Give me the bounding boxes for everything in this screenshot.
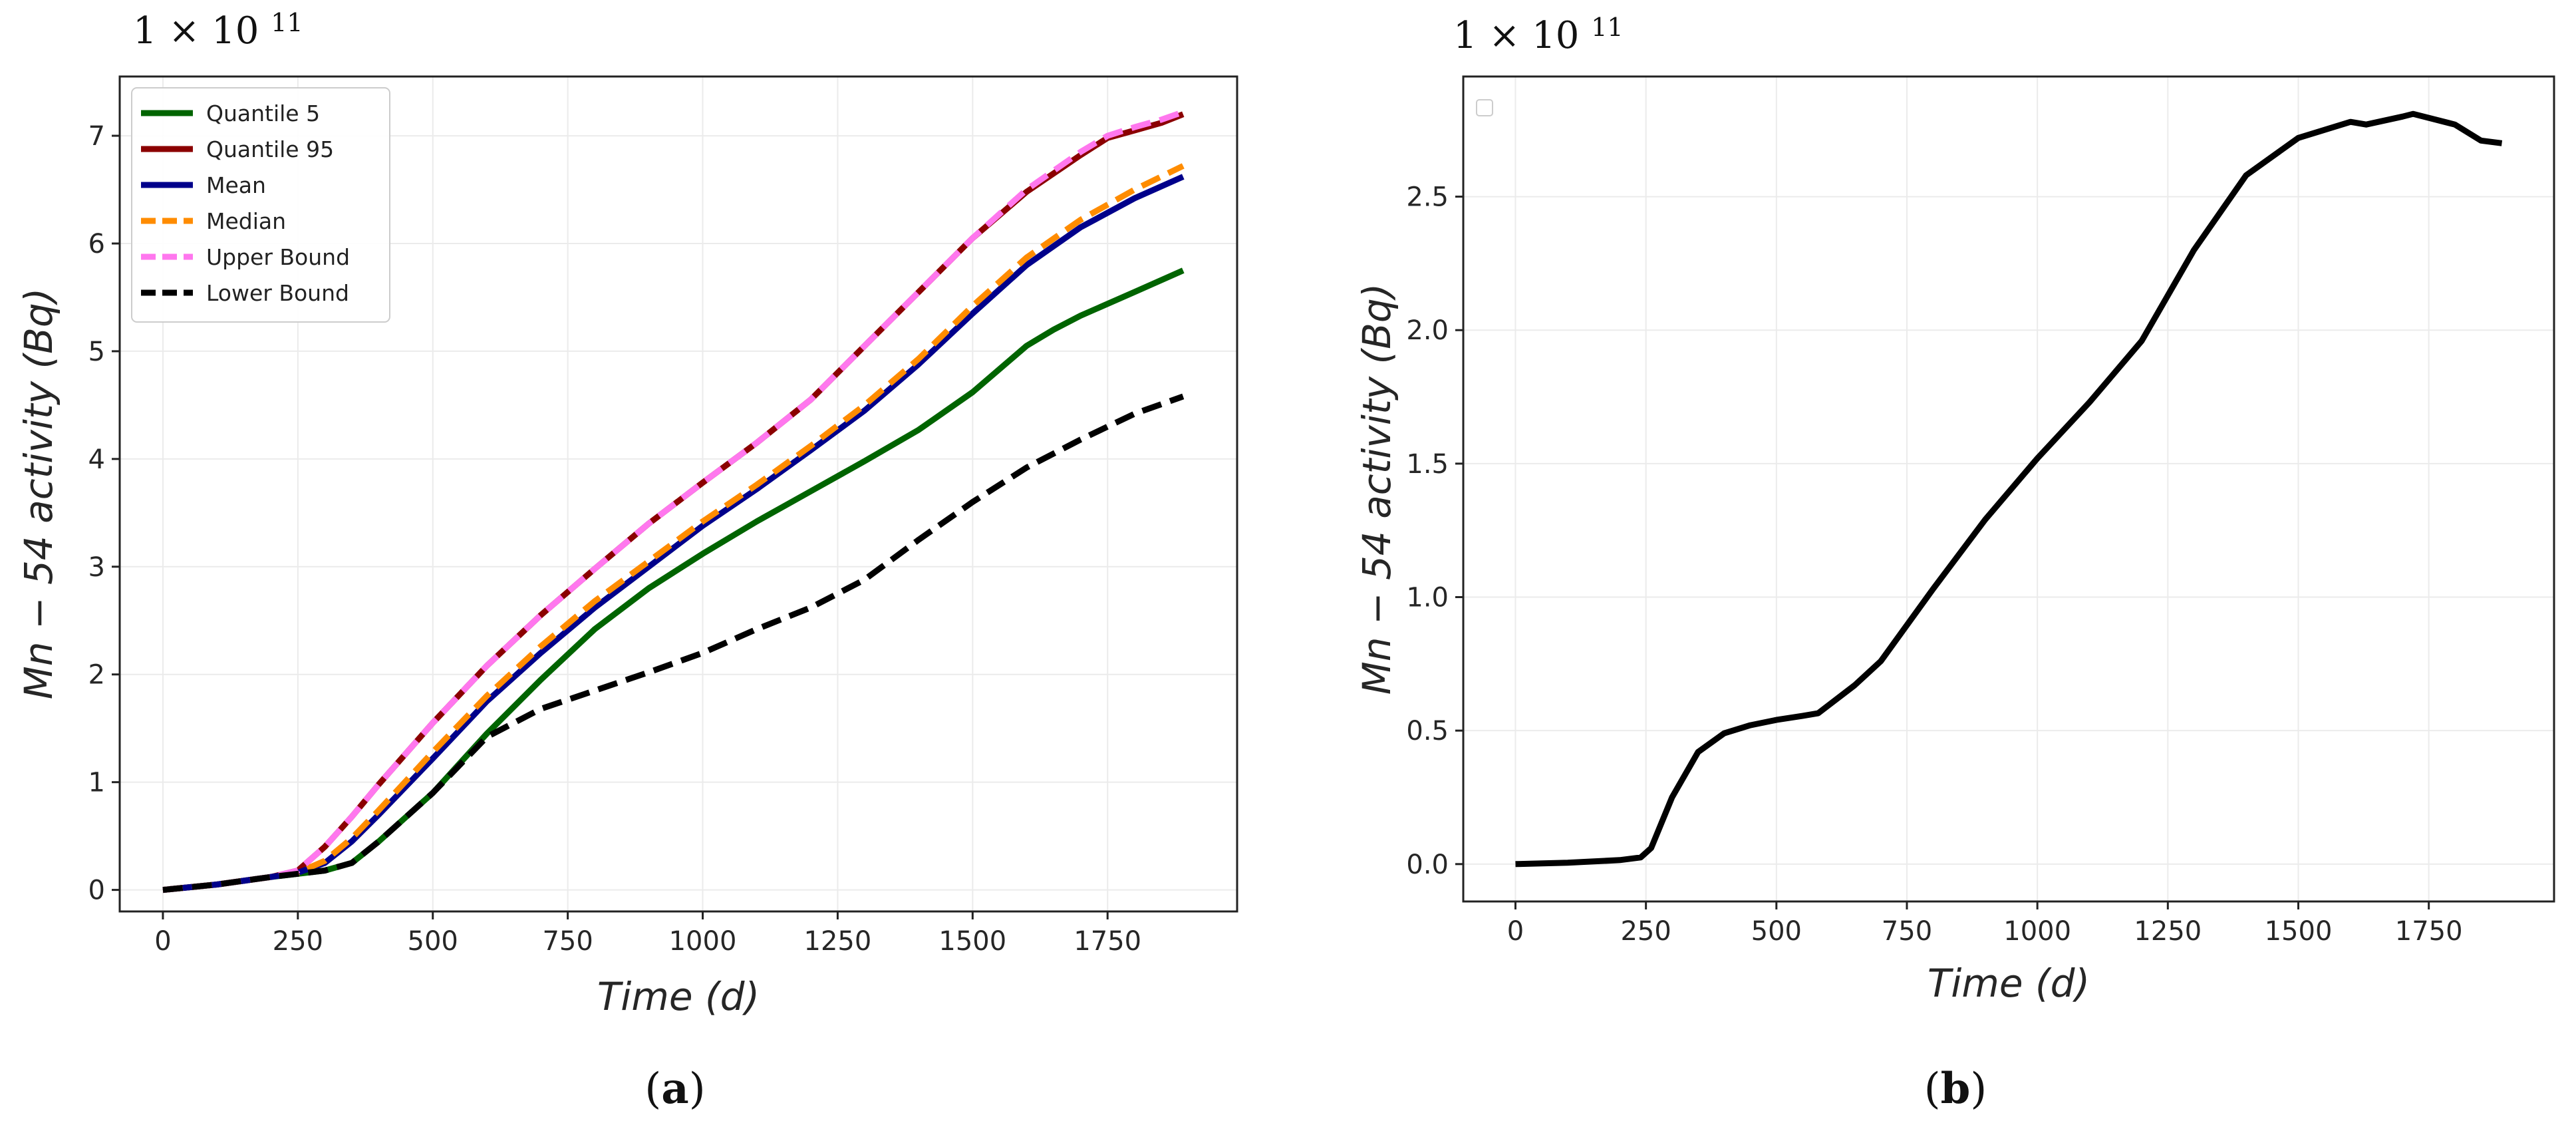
panel-b-caption: (b) (1924, 1064, 1987, 1114)
panel-a-caption-letter: a (661, 1064, 688, 1114)
panel-b-x-tick-label-2: 500 (1751, 916, 1802, 947)
panel-b: 0 250 500 750 1000 1250 1500 1750 0.0 0.5 1.0 1.5 2.… (1354, 13, 2555, 1114)
panel-a-y-tick-label-2: 2 (88, 660, 105, 691)
panel-a-grid (120, 77, 1237, 911)
panel-a-x-tick-label-3: 750 (542, 926, 593, 957)
panel-b-lines (1515, 110, 2503, 868)
panel-a-x-tick-label-6: 1500 (938, 926, 1006, 957)
panel-b-multiplier-exponent: 11 (1591, 13, 1623, 42)
panel-a-series-median-line (162, 163, 1185, 893)
panel-b-y-tick-label-2: 1.0 (1406, 583, 1449, 613)
panel-a-legend-label-2: Mean (206, 172, 266, 198)
panel-b-ticks: 0 250 500 750 1000 1250 1500 1750 0.0 0.5 1.0 1.5 2.… (1406, 182, 2462, 947)
panel-b-caption-letter: b (1941, 1064, 1971, 1114)
panel-b-multiplier-base: 1 × 10 (1453, 14, 1579, 57)
panel-b-y-tick-label-0: 0.0 (1406, 850, 1449, 880)
panel-b-empty-legend-box (1476, 99, 1493, 116)
panel-b-x-tick-label-7: 1750 (2395, 916, 2463, 947)
panel-b-x-tick-label-5: 1250 (2134, 916, 2202, 947)
panel-a-y-tick-label-6: 6 (88, 229, 105, 259)
panel-b-y-tick-label-5: 2.5 (1406, 182, 1449, 213)
panel-a-x-tick-label-5: 1250 (804, 926, 872, 957)
panel-a-x-tick-label-4: 1000 (669, 926, 737, 957)
panel-a-legend-box (131, 87, 390, 323)
panel-b-x-tick-label-1: 250 (1620, 916, 1671, 947)
panel-a-lines (162, 109, 1185, 893)
panel-a-y-axis-label: Mn − 54 activity (Bq) (16, 288, 61, 700)
panel-b-x-tick-label-4: 1000 (2003, 916, 2071, 947)
panel-b-x-tick-label-6: 1500 (2265, 916, 2333, 947)
panel-b-series-line-line (1515, 110, 2503, 868)
panel-a-y-tick-label-3: 3 (88, 552, 105, 583)
panel-a-y-tick-label-5: 5 (88, 337, 105, 367)
panel-a-legend-label-1: Quantile 95 (206, 136, 334, 162)
panel-a-x-tick-label-0: 0 (154, 926, 171, 957)
panel-b-y-tick-label-1: 0.5 (1406, 716, 1449, 746)
panel-a-legend-label-0: Quantile 5 (206, 100, 320, 126)
panel-a-y-tick-label-4: 4 (88, 444, 105, 475)
panel-a-ticks: 0 250 500 750 1000 1250 1500 1750 0 1 2 3 4 5 6 7 (88, 121, 1142, 957)
panel-a-multiplier-exponent: 11 (271, 8, 303, 37)
panel-a-x-tick-label-1: 250 (273, 926, 323, 957)
panel-a-legend-label-5: Lower Bound (206, 280, 349, 306)
panel-a-y-tick-label-1: 1 (88, 768, 105, 798)
panel-a-x-tick-label-2: 500 (408, 926, 458, 957)
panel-a-caption-close: ) (689, 1064, 706, 1114)
panel-a-series-lower-bound-line (162, 393, 1185, 893)
panel-a-multiplier: 1 × 10 11 (133, 8, 303, 53)
panel-b-y-axis-label: Mn − 54 activity (Bq) (1354, 283, 1399, 695)
panel-a-series-quantile-5-line (162, 267, 1185, 893)
panel-b-x-axis-label: Time (d) (1928, 961, 2090, 1006)
panel-a-y-tick-label-0: 0 (88, 876, 105, 906)
panel-a-series-upper-bound-line (162, 109, 1185, 893)
panel-a-x-axis-label: Time (d) (597, 974, 760, 1019)
panel-a: 0 250 500 750 1000 1250 1500 1750 0 1 2 3 4 5 6 7 1 × 1… (16, 8, 1238, 1114)
panel-b-plot-frame (1462, 75, 2555, 903)
panel-a-x-tick-label-7: 1750 (1073, 926, 1141, 957)
panel-b-grid (1463, 77, 2554, 901)
panel-b-x-tick-label-0: 0 (1507, 916, 1524, 947)
panel-b-multiplier: 1 × 10 11 (1453, 13, 1624, 57)
panel-b-y-tick-label-3: 1.5 (1406, 449, 1449, 480)
panel-b-caption-close: ) (1970, 1064, 1987, 1114)
panel-a-plot-frame (118, 75, 1238, 913)
panel-a-multiplier-base: 1 × 10 (133, 9, 259, 53)
panel-a-legend: Quantile 5 Quantile 95 Mean Median Upper Bou… (131, 87, 390, 323)
panel-b-x-tick-label-3: 750 (1882, 916, 1932, 947)
panel-b-caption-open: ( (1924, 1064, 1941, 1114)
panel-a-legend-label-4: Upper Bound (206, 244, 350, 270)
panel-a-y-tick-label-7: 7 (88, 121, 105, 152)
panel-a-legend-label-3: Median (206, 208, 286, 234)
panel-a-caption-open: ( (644, 1064, 661, 1114)
panel-b-y-tick-label-4: 2.0 (1406, 315, 1449, 346)
panel-a-caption: (a) (644, 1064, 705, 1114)
